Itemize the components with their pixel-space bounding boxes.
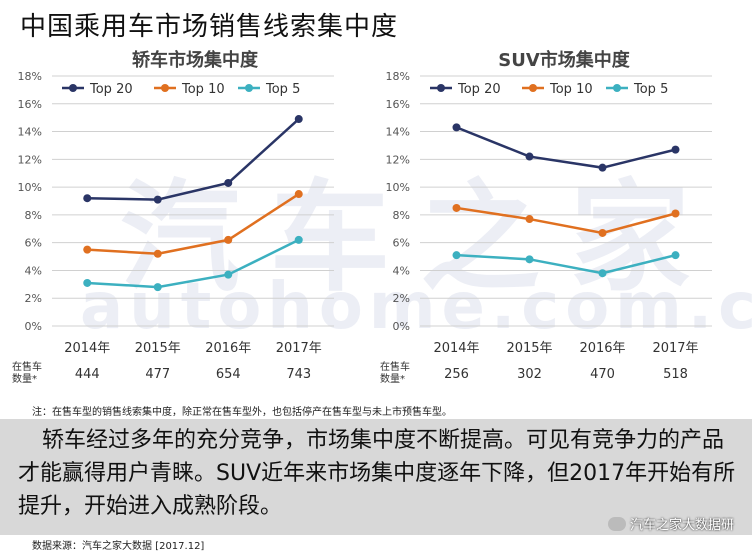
sedan-point-top10: [294, 190, 303, 199]
suv-ytick-label: 8%: [393, 209, 410, 222]
sedan-count-value: 477: [145, 367, 170, 382]
sedan-legend-marker-top20: [69, 84, 77, 92]
sedan-ytick-label: 18%: [18, 70, 42, 83]
suv-xtick-label: 2016年: [579, 341, 625, 356]
suv-count-value: 470: [590, 367, 615, 382]
social-watermark-text: 汽车之家大数据研: [629, 518, 734, 533]
suv-point-top20: [671, 145, 680, 154]
sedan-point-top20: [83, 194, 92, 203]
suv-legend-marker-top5: [613, 84, 621, 92]
suv-point-top20: [525, 152, 534, 161]
charts-canvas: 0% 2% 4% 6% 8% 10% 12% 14% 16% 18% 2014年 444 2015年 47…: [12, 70, 712, 385]
data-source: 数据来源：汽车之家大数据 [2017.12]: [32, 541, 205, 552]
sedan-legend-label-top20: Top 20: [89, 82, 133, 97]
suv-point-top5: [452, 251, 461, 260]
sedan-line-top20: [87, 118, 300, 201]
sedan-legend-label-top5: Top 5: [265, 82, 300, 97]
sedan-ytick-label: 4%: [25, 264, 42, 277]
conclusion-banner: [0, 419, 752, 535]
suv-legend-label-top20: Top 20: [457, 82, 501, 97]
suv-ytick-label: 18%: [386, 70, 410, 83]
suv-line-top20: [456, 126, 676, 169]
sedan-point-top20: [294, 115, 303, 124]
suv-ytick-label: 2%: [393, 292, 410, 305]
wechat-icon: [607, 516, 626, 531]
sedan-point-top10: [224, 235, 233, 244]
conclusion-text: 轿车经过多年的充分竞争，市场集中度不断提高。可见有竞争力的产品才能赢得用户青睐。…: [18, 428, 736, 519]
suv-point-top5: [598, 269, 607, 278]
sedan-point-top5: [224, 270, 233, 279]
sedan-ytick-label: 8%: [25, 209, 42, 222]
suv-point-top10: [525, 215, 534, 224]
suv-ytick-label: 6%: [393, 237, 410, 250]
sedan-point-top5: [153, 283, 162, 292]
sedan-xtick-label: 2017年: [276, 341, 322, 356]
suv-ytick-label: 10%: [386, 181, 410, 194]
sedan-count-label-line2: 数量*: [12, 372, 37, 385]
suv-count-value: 302: [517, 367, 542, 382]
suv-xtick-label: 2015年: [506, 341, 552, 356]
sedan-count-value: 654: [216, 367, 241, 382]
suv-legend-label-top5: Top 5: [633, 82, 668, 97]
sedan-ytick-label: 2%: [25, 292, 42, 305]
sedan-count-value: 444: [75, 367, 100, 382]
sedan-xtick-label: 2015年: [135, 341, 181, 356]
suv-legend-marker-top20: [437, 84, 445, 92]
suv-point-top5: [525, 255, 534, 264]
suv-chart-title: SUV市场集中度: [498, 50, 630, 71]
sedan-ytick-label: 10%: [18, 181, 42, 194]
suv-point-top20: [452, 123, 461, 132]
suv-point-top10: [598, 228, 607, 237]
sedan-point-top20: [153, 195, 162, 204]
suv-legend-label-top10: Top 10: [549, 82, 593, 97]
sedan-legend-label-top10: Top 10: [181, 82, 225, 97]
suv-count-value: 256: [444, 367, 469, 382]
sedan-ytick-label: 12%: [18, 153, 42, 166]
sedan-legend-marker-top10: [161, 84, 169, 92]
suv-xtick-label: 2014年: [433, 341, 479, 356]
suv-count-value: 518: [663, 367, 688, 382]
sedan-chart-title: 轿车市场集中度: [132, 50, 258, 71]
sedan-xtick-label: 2014年: [64, 341, 110, 356]
footnote: 注：在售车型的销售线索集中度，除正常在售车型外，也包括停产在售车型与未上市预售车…: [32, 407, 452, 418]
suv-line-top10: [456, 206, 676, 235]
suv-point-top10: [452, 203, 461, 212]
sedan-point-top5: [294, 235, 303, 244]
suv-ytick-label: 16%: [386, 98, 410, 111]
suv-ytick-label: 14%: [386, 126, 410, 139]
sedan-point-top5: [83, 278, 92, 287]
social-watermark: 汽车之家大数据研: [607, 514, 734, 533]
sedan-ytick-label: 14%: [18, 126, 42, 139]
sedan-legend-marker-top5: [245, 84, 253, 92]
sedan-count-label-line1: 在售车: [12, 360, 42, 373]
sedan-count-value: 743: [286, 367, 311, 382]
suv-ytick-label: 4%: [393, 264, 410, 277]
sedan-point-top10: [83, 245, 92, 254]
suv-line-top5: [456, 253, 676, 275]
suv-point-top5: [671, 251, 680, 260]
sedan-line-top10: [87, 193, 300, 256]
suv-xtick-label: 2017年: [652, 341, 698, 356]
suv-ytick-label: 12%: [386, 153, 410, 166]
suv-count-label-line2: 数量*: [380, 372, 405, 385]
sedan-point-top20: [224, 178, 233, 187]
suv-point-top20: [598, 163, 607, 172]
sedan-ytick-label: 6%: [25, 237, 42, 250]
page-title: 中国乘用车市场销售线索集中度: [20, 12, 399, 42]
suv-point-top10: [671, 209, 680, 218]
sedan-ytick-label: 0%: [25, 320, 42, 333]
sedan-point-top10: [153, 249, 162, 258]
suv-count-label-line1: 在售车: [380, 360, 410, 373]
suv-ytick-label: 0%: [393, 320, 410, 333]
sedan-xtick-label: 2016年: [205, 341, 251, 356]
sedan-ytick-label: 16%: [18, 98, 42, 111]
suv-legend-marker-top10: [529, 84, 537, 92]
sedan-line-top5: [87, 238, 300, 289]
